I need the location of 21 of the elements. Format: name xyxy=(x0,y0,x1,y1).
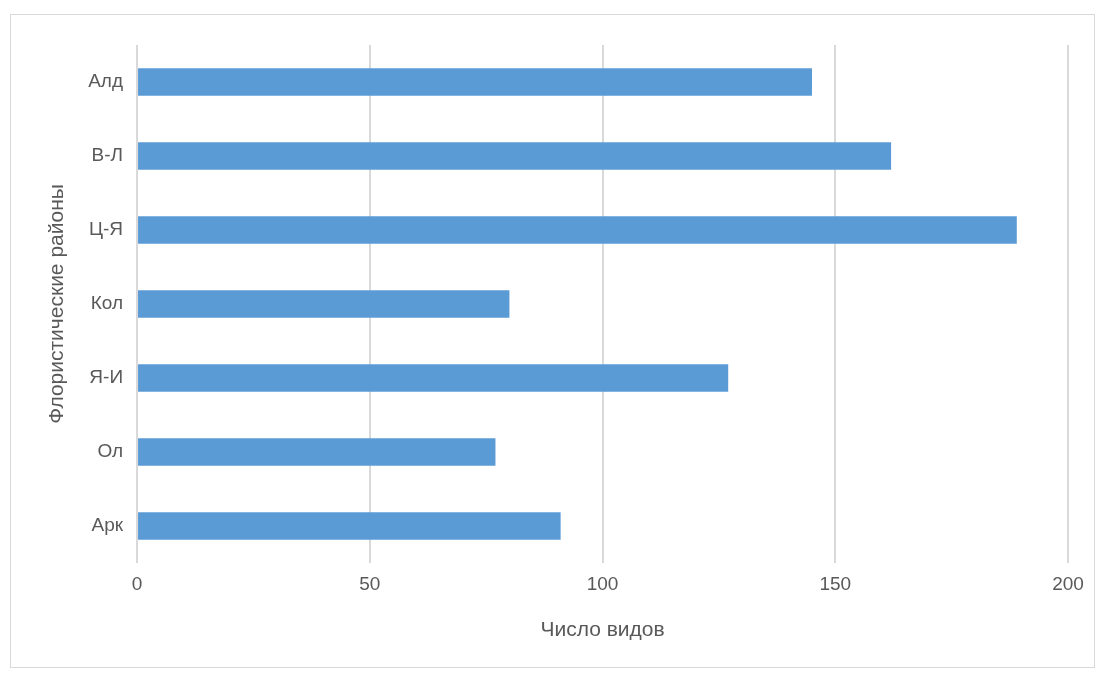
bar xyxy=(138,290,510,318)
bar xyxy=(138,364,729,392)
y-axis-title: Флористические районы xyxy=(44,184,68,424)
x-tick-label: 50 xyxy=(359,572,381,594)
bar xyxy=(138,68,812,96)
y-tick-label: Я-И xyxy=(89,366,124,388)
y-tick-label: Ол xyxy=(97,440,124,462)
bar xyxy=(138,216,1017,244)
x-tick-label: 200 xyxy=(1052,572,1084,594)
bar xyxy=(138,142,892,170)
y-tick-label: Кол xyxy=(90,292,124,314)
x-tick-label: 150 xyxy=(819,572,852,594)
y-tick-label: Алд xyxy=(88,70,124,92)
y-tick-label: Ц-Я xyxy=(88,218,124,240)
bar xyxy=(138,438,496,466)
x-tick-label: 0 xyxy=(131,572,143,594)
y-tick-label: Арк xyxy=(91,514,124,536)
x-axis-title: Число видов xyxy=(540,617,665,641)
y-tick-label: В-Л xyxy=(91,144,124,166)
x-tick-label: 100 xyxy=(586,572,619,594)
bar xyxy=(138,512,561,540)
